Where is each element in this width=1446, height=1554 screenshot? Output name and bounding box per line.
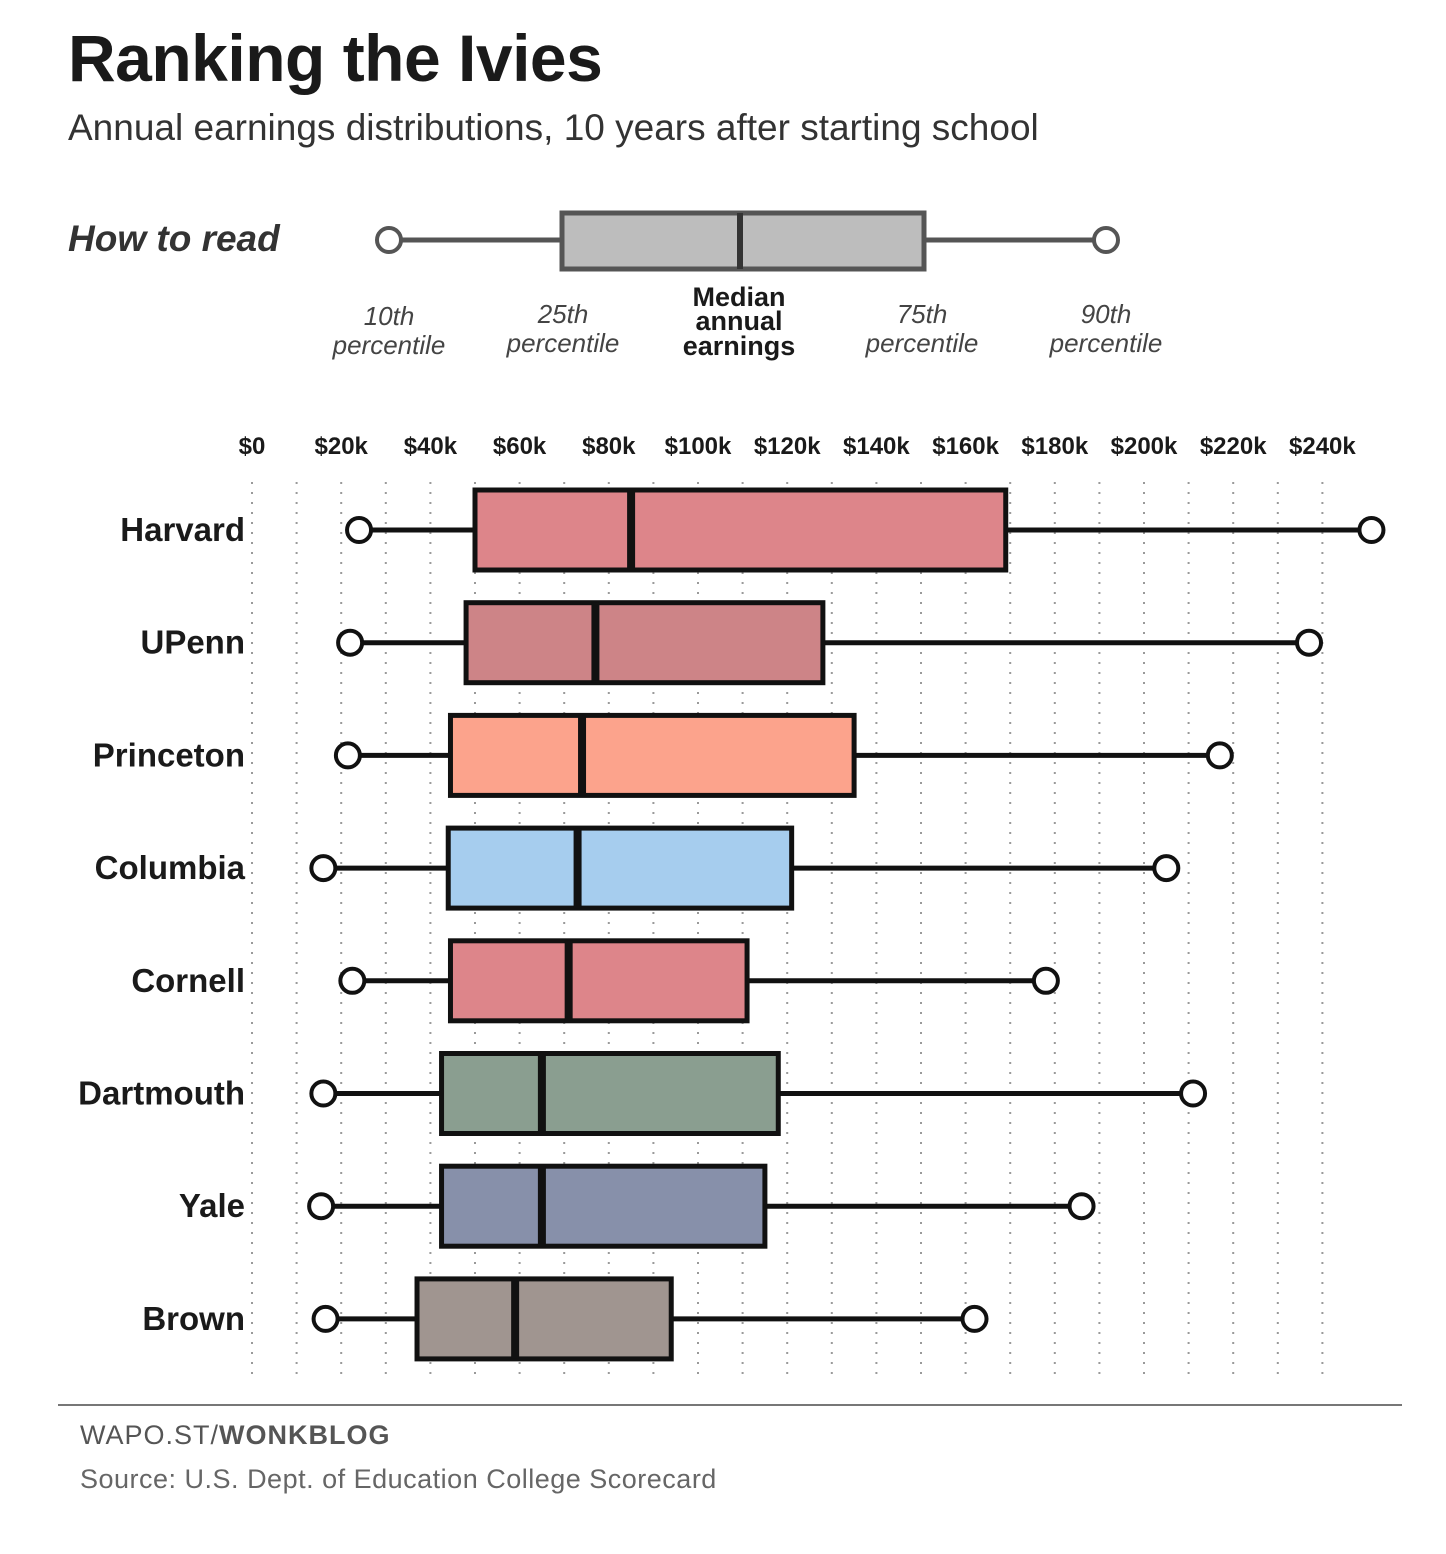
school-label: Yale	[179, 1187, 245, 1224]
school-row-dartmouth: Dartmouth	[78, 1051, 1208, 1136]
school-label: Brown	[142, 1300, 245, 1337]
p90-dot	[1031, 966, 1060, 995]
chart-subtitle: Annual earnings distributions, 10 years …	[68, 107, 1039, 148]
legend-p10-dot	[375, 226, 403, 254]
p90-dot	[1152, 854, 1181, 883]
p10-dot	[333, 741, 362, 770]
legend-caption-median: Median annual earnings	[682, 282, 796, 361]
p90-dot	[1295, 628, 1324, 657]
school-label: Harvard	[120, 511, 245, 548]
x-tick-label: $220k	[1200, 433, 1267, 460]
legend-p90-dot	[1092, 226, 1120, 254]
iqr-box	[472, 487, 1009, 573]
p10-dot	[345, 516, 374, 544]
iqr-box	[439, 1163, 768, 1249]
p10-dot	[307, 1192, 336, 1221]
footer-source: Source: U.S. Dept. of Education College …	[80, 1464, 717, 1494]
school-row-harvard: Harvard	[120, 487, 1386, 573]
footer-brand-prefix: WAPO.ST/	[80, 1420, 220, 1450]
footer-brand: WAPO.ST/WONKBLOG	[80, 1420, 391, 1451]
x-tick-label: $180k	[1021, 433, 1088, 460]
x-tick-label: $20k	[315, 433, 369, 460]
p10-dot	[311, 1304, 340, 1333]
x-tick-label: $200k	[1111, 433, 1178, 460]
boxplot-chart: $0 $20k $40k $60k $80k $100k $120k $140k $160k $1…	[78, 433, 1386, 1375]
p10-dot	[309, 854, 338, 883]
iqr-box	[447, 712, 857, 798]
x-tick-label: $160k	[932, 433, 999, 460]
x-tick-label: $80k	[582, 433, 636, 460]
iqr-box	[463, 600, 826, 686]
footer-brand-bold: WONKBLOG	[219, 1420, 391, 1450]
school-row-cornell: Cornell	[131, 938, 1060, 1024]
iqr-box	[447, 938, 750, 1024]
school-label: UPenn	[140, 624, 245, 661]
p10-dot	[309, 1079, 338, 1108]
x-axis-ticks: $0 $20k $40k $60k $80k $100k $120k $140k $160k $1…	[239, 433, 1357, 460]
p90-dot	[960, 1304, 989, 1333]
school-row-brown: Brown	[142, 1276, 989, 1362]
p90-dot	[1067, 1192, 1096, 1221]
x-tick-label: $100k	[665, 433, 732, 460]
x-tick-label: $60k	[493, 433, 547, 460]
x-tick-label: $240k	[1289, 433, 1356, 460]
school-row-yale: Yale	[179, 1163, 1096, 1249]
iqr-box	[414, 1276, 674, 1362]
x-tick-label: $140k	[843, 433, 910, 460]
iqr-box	[439, 1051, 781, 1136]
p90-dot	[1179, 1079, 1208, 1108]
legend-caption-p10: 10th percentile	[332, 301, 446, 361]
school-row-columbia: Columbia	[95, 825, 1181, 911]
school-label: Columbia	[95, 849, 246, 886]
p10-dot	[338, 966, 367, 995]
x-tick-label: $40k	[404, 433, 458, 460]
how-to-read-label: How to read	[68, 218, 280, 259]
x-tick-label: $120k	[754, 433, 821, 460]
p10-dot	[336, 628, 365, 657]
chart-title: Ranking the Ivies	[68, 21, 603, 95]
school-row-princeton: Princeton	[93, 712, 1234, 798]
iqr-box	[445, 825, 795, 911]
p90-dot	[1205, 741, 1234, 770]
legend-boxplot	[375, 210, 1120, 272]
legend-caption-p25: 25th percentile	[506, 299, 620, 359]
school-label: Cornell	[131, 962, 245, 999]
x-tick-label: $0	[239, 433, 266, 460]
school-row-upenn: UPenn	[140, 600, 1324, 686]
school-rows: Harvard UPenn Princeton Columbia Cornell Dart…	[78, 487, 1386, 1362]
p90-dot	[1357, 516, 1386, 544]
school-label: Dartmouth	[78, 1075, 245, 1112]
legend-caption-p75: 75th percentile	[865, 299, 979, 359]
school-label: Princeton	[93, 736, 245, 773]
legend-caption-p90: 90th percentile	[1049, 299, 1163, 359]
footer-divider	[58, 1404, 1402, 1406]
